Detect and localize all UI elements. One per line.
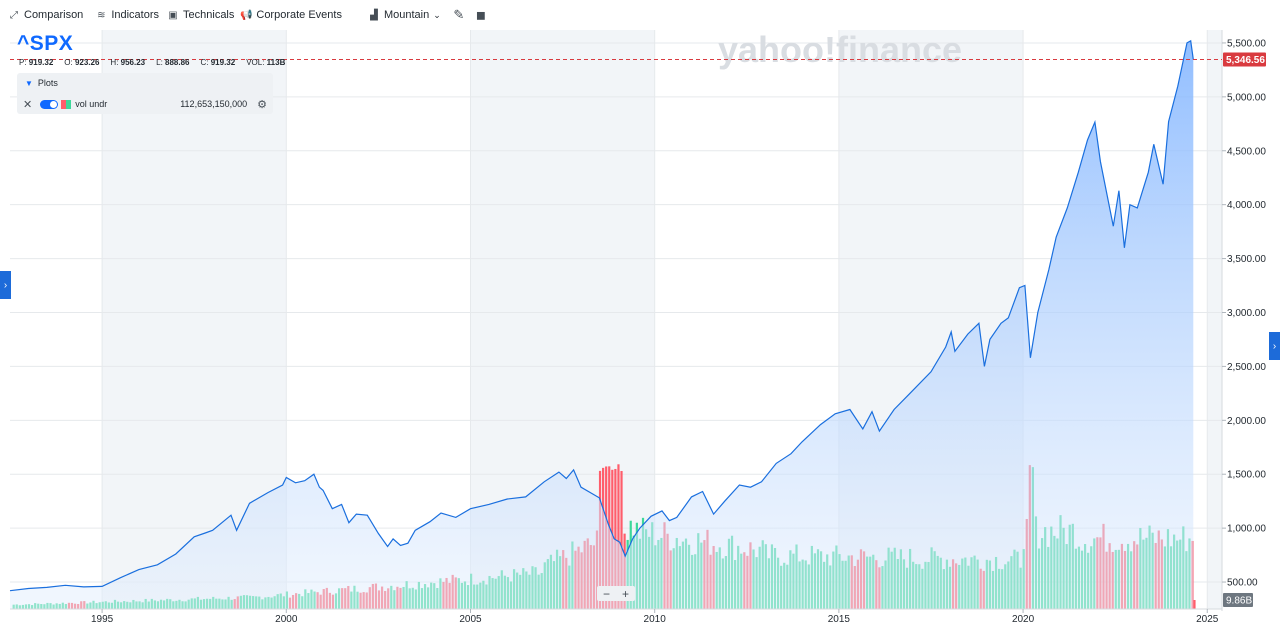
right-panel-tab[interactable]: › xyxy=(1269,332,1280,360)
h-label: H: xyxy=(110,58,119,67)
plot-visibility-toggle[interactable] xyxy=(40,99,59,109)
zoom-in-button[interactable]: + xyxy=(621,586,629,601)
x-tick-label: 2025 xyxy=(1196,614,1219,625)
l-value: 888.86 xyxy=(165,58,190,67)
pencil-icon: ✎ xyxy=(453,7,465,22)
technicals-icon: ▣ xyxy=(168,9,178,21)
chart-type-select[interactable]: ▟ Mountain ⌄ xyxy=(368,9,441,21)
price-line xyxy=(9,39,1194,592)
comparison-icon: ⤢ xyxy=(10,9,18,21)
volume-bar xyxy=(1193,600,1196,609)
y-tick-label: 2,000.00 xyxy=(1227,416,1266,427)
settings-panel-button[interactable]: ◼ xyxy=(475,8,487,22)
price-area xyxy=(10,40,1194,610)
c-label: C: xyxy=(200,58,209,67)
volume-bar xyxy=(620,470,623,609)
ohlc-readout: P: 919.32 O: 923.26 H: 956.23 L: 888.86 … xyxy=(19,58,285,67)
y-tick-label: 3,000.00 xyxy=(1227,308,1266,319)
chart-type-label: Mountain xyxy=(383,9,430,21)
zoom-out-button[interactable]: − xyxy=(602,586,610,601)
y-tick-label: 3,500.00 xyxy=(1227,254,1266,265)
p-value: 919.32 xyxy=(28,58,54,67)
corporate-events-button[interactable]: 📢 Corporate Events xyxy=(240,9,342,21)
period-band xyxy=(1207,30,1222,609)
plot-item-vol-undr: ✕ vol undr 112,653,150,000 ⚙ xyxy=(23,97,267,111)
y-tick-label: 1,000.00 xyxy=(1227,524,1266,535)
draw-button[interactable]: ✎ xyxy=(453,7,465,22)
x-tick-label: 2010 xyxy=(644,614,667,625)
ticker-symbol: ^SPX xyxy=(17,32,74,55)
megaphone-icon: 📢 xyxy=(240,9,253,21)
close-icon[interactable]: ✕ xyxy=(23,98,33,111)
comparison-label: Comparison xyxy=(24,9,84,21)
left-panel-tab[interactable]: › xyxy=(0,271,11,299)
c-value: 919.32 xyxy=(210,58,236,67)
x-tick-label: 1995 xyxy=(91,614,114,625)
volume-bar xyxy=(617,464,620,609)
chevron-right-icon: › xyxy=(3,279,8,291)
l-label: L: xyxy=(156,58,163,67)
x-tick-label: 2005 xyxy=(459,614,482,625)
mountain-chart-icon: ▟ xyxy=(370,9,378,21)
chevron-down-icon: ⌄ xyxy=(433,9,441,20)
x-tick-label: 2020 xyxy=(1012,614,1035,625)
plot-item-value: 112,653,150,000 xyxy=(180,99,248,109)
volume-axis-badge xyxy=(1223,593,1253,607)
y-tick-label: 2,500.00 xyxy=(1227,362,1266,373)
volume-axis-label: 9.86B xyxy=(1226,596,1252,607)
corporate-events-label: Corporate Events xyxy=(256,9,342,21)
volume-color-swatch xyxy=(61,99,72,109)
x-tick-label: 2015 xyxy=(828,614,851,625)
comparison-button[interactable]: ⤢ Comparison xyxy=(8,9,83,21)
plot-item-label: vol undr xyxy=(75,99,108,109)
indicators-icon: ≋ xyxy=(97,9,106,21)
zoom-controls: − + xyxy=(597,586,635,601)
gear-icon[interactable]: ⚙ xyxy=(257,98,267,111)
x-tick-label: 2000 xyxy=(275,614,298,625)
last-price-badge xyxy=(1223,52,1266,67)
y-tick-label: 1,500.00 xyxy=(1227,470,1266,481)
technicals-label: Technicals xyxy=(183,9,235,21)
watermark: yahoo!finance xyxy=(718,29,962,70)
indicators-button[interactable]: ≋ Indicators xyxy=(95,9,159,21)
vol-value: 113B xyxy=(266,58,286,67)
vol-label: VOL: xyxy=(246,58,265,67)
h-value: 956.23 xyxy=(120,58,146,67)
y-tick-label: 5,000.00 xyxy=(1227,92,1266,103)
plots-header[interactable]: ▼ Plots xyxy=(25,78,58,88)
technicals-button[interactable]: ▣ Technicals xyxy=(167,9,234,21)
chevron-right-icon: › xyxy=(1272,340,1277,352)
y-tick-label: 4,000.00 xyxy=(1227,200,1266,211)
y-tick-label: 4,500.00 xyxy=(1227,146,1266,157)
y-tick-label: 5,500.00 xyxy=(1227,38,1266,49)
indicators-label: Indicators xyxy=(111,9,160,21)
chart-toolbar: ⤢ Comparison ≋ Indicators ▣ Technicals 📢… xyxy=(0,0,1280,30)
o-value: 923.26 xyxy=(74,58,100,67)
plots-panel: ▼ Plots ✕ vol undr 112,653,150,000 ⚙ xyxy=(17,73,273,114)
p-label: P: xyxy=(19,58,27,67)
caret-down-icon: ▼ xyxy=(25,78,33,88)
last-price-label: 5,346.56 xyxy=(1226,55,1265,66)
plots-title: Plots xyxy=(37,78,58,88)
panel-icon: ◼ xyxy=(475,8,486,22)
o-label: O: xyxy=(64,58,73,67)
y-tick-label: 500.00 xyxy=(1227,578,1258,589)
